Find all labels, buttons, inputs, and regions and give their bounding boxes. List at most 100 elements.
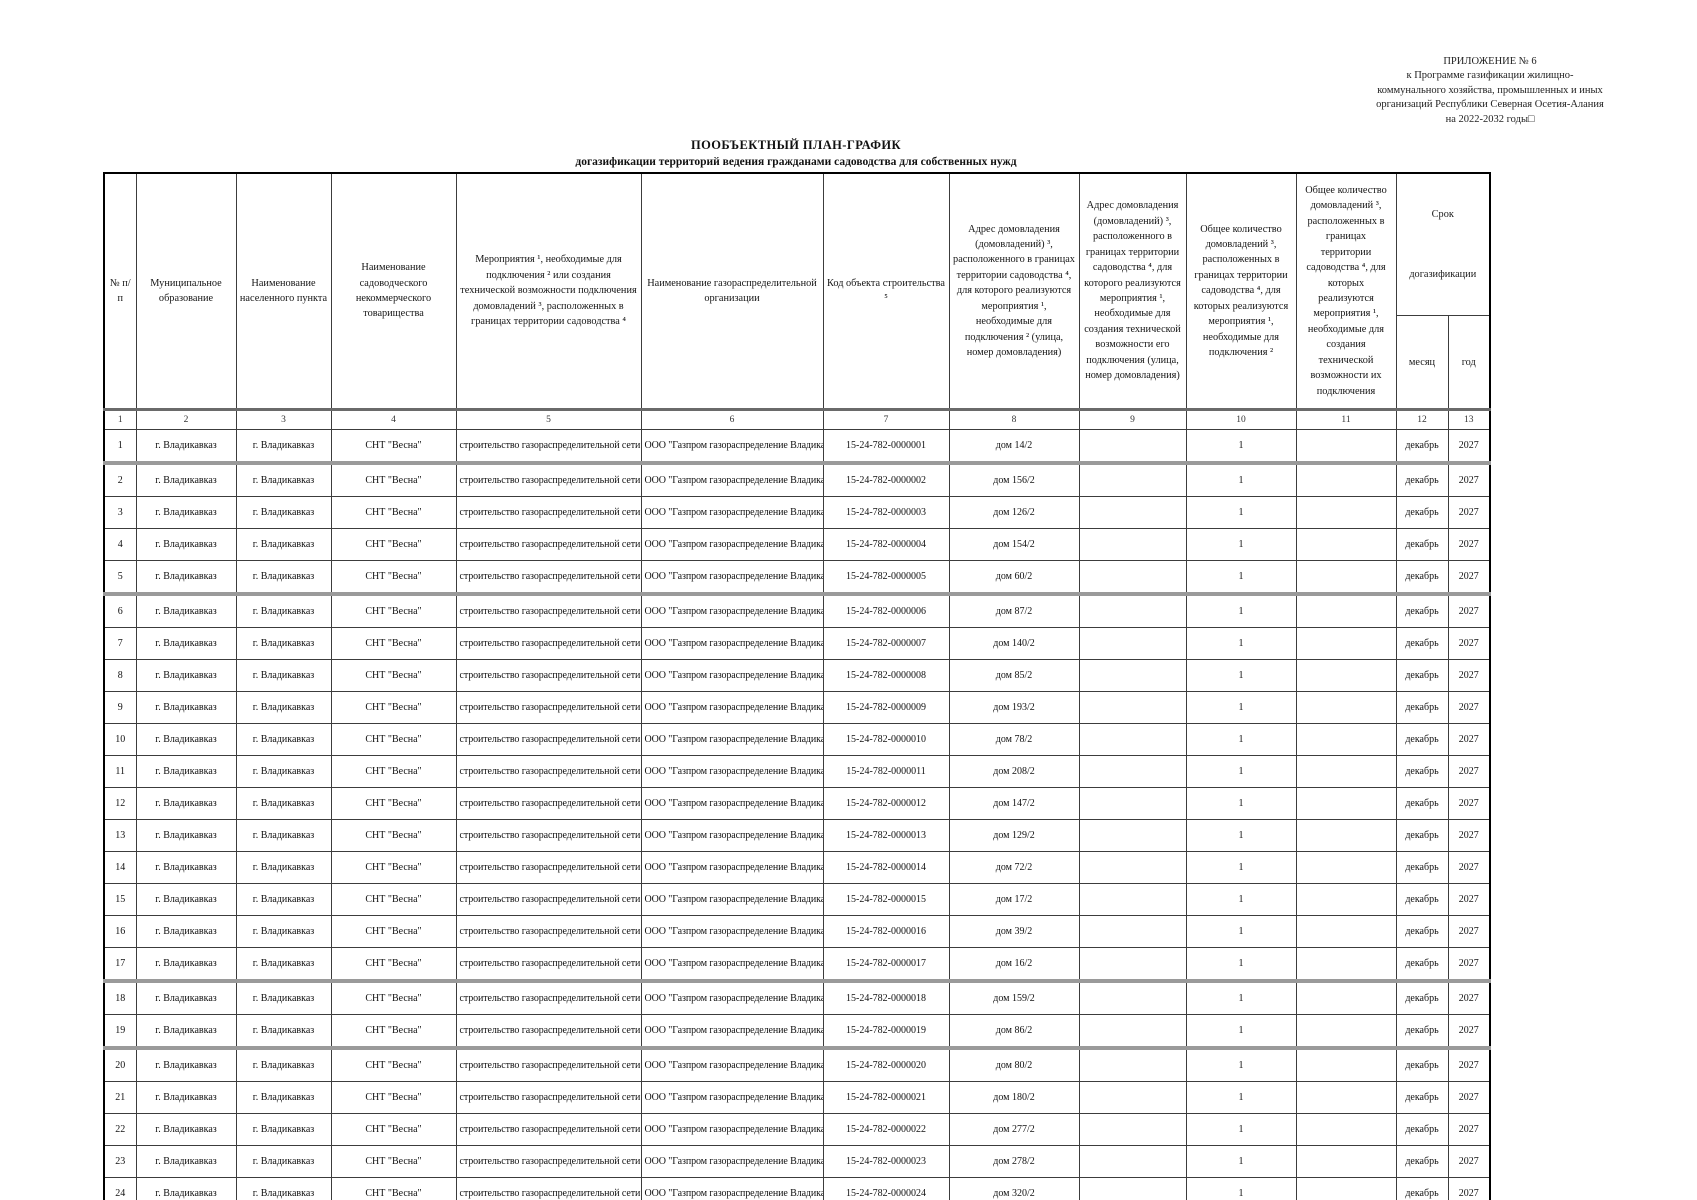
cell-year: 2027 <box>1447 1014 1491 1050</box>
cell-row-number: 17 <box>103 947 137 983</box>
cell-gro: ООО "Газпром газораспределение Владикавк… <box>640 851 824 884</box>
cell-year: 2027 <box>1447 627 1491 660</box>
cell-count-connect: 1 <box>1185 627 1297 660</box>
col-header-works: Мероприятия ¹, необходимые для подключен… <box>455 172 642 410</box>
cell-snt: СНТ "Весна" <box>330 1145 457 1178</box>
cell-row-number: 16 <box>103 915 137 948</box>
cell-addr-tech <box>1078 723 1187 756</box>
cell-year: 2027 <box>1447 787 1491 820</box>
cell-count-tech <box>1295 560 1397 596</box>
cell-code: 15-24-782-0000018 <box>822 980 950 1015</box>
cell-municipality: г. Владикавказ <box>135 819 237 852</box>
cell-count-tech <box>1295 659 1397 692</box>
cell-snt: СНТ "Весна" <box>330 593 457 628</box>
cell-row-number: 11 <box>103 755 137 788</box>
cell-month: декабрь <box>1395 851 1449 884</box>
table-row: 17 г. Владикавказ г. Владикавказ СНТ "Ве… <box>103 947 1491 983</box>
cell-settlement: г. Владикавказ <box>235 462 332 497</box>
cell-gro: ООО "Газпром газораспределение Владикавк… <box>640 593 824 628</box>
cell-gro: ООО "Газпром газораспределение Владикавк… <box>640 659 824 692</box>
cell-municipality: г. Владикавказ <box>135 723 237 756</box>
cell-settlement: г. Владикавказ <box>235 1177 332 1200</box>
col-header-snt: Наименование садоводческого некоммерческ… <box>330 172 457 410</box>
cell-settlement: г. Владикавказ <box>235 528 332 561</box>
cell-gro: ООО "Газпром газораспределение Владикавк… <box>640 819 824 852</box>
cell-code: 15-24-782-0000023 <box>822 1145 950 1178</box>
column-number: 9 <box>1078 408 1187 430</box>
cell-code: 15-24-782-0000011 <box>822 755 950 788</box>
cell-snt: СНТ "Весна" <box>330 819 457 852</box>
table-row: 8 г. Владикавказ г. Владикавказ СНТ "Вес… <box>103 659 1491 692</box>
appendix-line: на 2022-2032 годы□ <box>1445 113 1535 125</box>
column-number: 4 <box>330 408 457 430</box>
cell-municipality: г. Владикавказ <box>135 691 237 724</box>
cell-month: декабрь <box>1395 1177 1449 1200</box>
cell-gro: ООО "Газпром газораспределение Владикавк… <box>640 787 824 820</box>
cell-settlement: г. Владикавказ <box>235 1081 332 1114</box>
cell-municipality: г. Владикавказ <box>135 528 237 561</box>
cell-addr-connect: дом 154/2 <box>948 528 1080 561</box>
cell-year: 2027 <box>1447 883 1491 916</box>
cell-gro: ООО "Газпром газораспределение Владикавк… <box>640 528 824 561</box>
cell-municipality: г. Владикавказ <box>135 429 237 465</box>
cell-gro: ООО "Газпром газораспределение Владикавк… <box>640 691 824 724</box>
cell-count-connect: 1 <box>1185 915 1297 948</box>
cell-code: 15-24-782-0000008 <box>822 659 950 692</box>
cell-settlement: г. Владикавказ <box>235 1145 332 1178</box>
cell-snt: СНТ "Весна" <box>330 1177 457 1200</box>
cell-works: строительство газораспределительной сети <box>455 883 642 916</box>
cell-addr-connect: дом 278/2 <box>948 1145 1080 1178</box>
cell-gro: ООО "Газпром газораспределение Владикавк… <box>640 883 824 916</box>
col-header-month: месяц <box>1395 315 1449 410</box>
cell-settlement: г. Владикавказ <box>235 755 332 788</box>
cell-snt: СНТ "Весна" <box>330 496 457 529</box>
cell-snt: СНТ "Весна" <box>330 462 457 497</box>
cell-municipality: г. Владикавказ <box>135 1047 237 1082</box>
appendix-line: коммунального хозяйства, промышленных и … <box>1377 84 1603 96</box>
cell-count-tech <box>1295 723 1397 756</box>
cell-year: 2027 <box>1447 723 1491 756</box>
cell-row-number: 13 <box>103 819 137 852</box>
cell-addr-tech <box>1078 1081 1187 1114</box>
cell-year: 2027 <box>1447 691 1491 724</box>
cell-code: 15-24-782-0000021 <box>822 1081 950 1114</box>
table-row: 24 г. Владикавказ г. Владикавказ СНТ "Ве… <box>103 1177 1491 1200</box>
cell-addr-connect: дом 193/2 <box>948 691 1080 724</box>
cell-addr-connect: дом 87/2 <box>948 593 1080 628</box>
cell-code: 15-24-782-0000007 <box>822 627 950 660</box>
subheader-row: месяц год <box>104 315 1491 410</box>
cell-settlement: г. Владикавказ <box>235 593 332 628</box>
cell-settlement: г. Владикавказ <box>235 1047 332 1082</box>
cell-snt: СНТ "Весна" <box>330 1081 457 1114</box>
appendix-note: ПРИЛОЖЕНИЕ № 6 к Программе газификации ж… <box>1345 55 1635 127</box>
cell-settlement: г. Владикавказ <box>235 851 332 884</box>
cell-gro: ООО "Газпром газораспределение Владикавк… <box>640 496 824 529</box>
cell-month: декабрь <box>1395 819 1449 852</box>
cell-addr-connect: дом 277/2 <box>948 1113 1080 1146</box>
cell-works: строительство газораспределительной сети <box>455 1081 642 1114</box>
cell-municipality: г. Владикавказ <box>135 980 237 1015</box>
cell-count-connect: 1 <box>1185 819 1297 852</box>
table-row: 9 г. Владикавказ г. Владикавказ СНТ "Вес… <box>103 691 1491 724</box>
cell-month: декабрь <box>1395 1113 1449 1146</box>
cell-addr-tech <box>1078 1014 1187 1050</box>
cell-count-tech <box>1295 1047 1397 1082</box>
cell-snt: СНТ "Весна" <box>330 528 457 561</box>
table-row: 6 г. Владикавказ г. Владикавказ СНТ "Вес… <box>103 593 1491 628</box>
cell-municipality: г. Владикавказ <box>135 915 237 948</box>
table-row: 21 г. Владикавказ г. Владикавказ СНТ "Ве… <box>103 1081 1491 1114</box>
cell-code: 15-24-782-0000009 <box>822 691 950 724</box>
cell-row-number: 1 <box>103 429 137 465</box>
cell-month: декабрь <box>1395 980 1449 1015</box>
column-number: 12 <box>1395 408 1449 430</box>
cell-addr-connect: дом 180/2 <box>948 1081 1080 1114</box>
cell-row-number: 23 <box>103 1145 137 1178</box>
cell-gro: ООО "Газпром газораспределение Владикавк… <box>640 915 824 948</box>
cell-snt: СНТ "Весна" <box>330 915 457 948</box>
cell-year: 2027 <box>1447 819 1491 852</box>
table-row: 19 г. Владикавказ г. Владикавказ СНТ "Ве… <box>103 1014 1491 1050</box>
cell-works: строительство газораспределительной сети <box>455 723 642 756</box>
cell-count-tech <box>1295 528 1397 561</box>
cell-addr-connect: дом 159/2 <box>948 980 1080 1015</box>
appendix-line: ПРИЛОЖЕНИЕ № 6 <box>1443 56 1537 67</box>
